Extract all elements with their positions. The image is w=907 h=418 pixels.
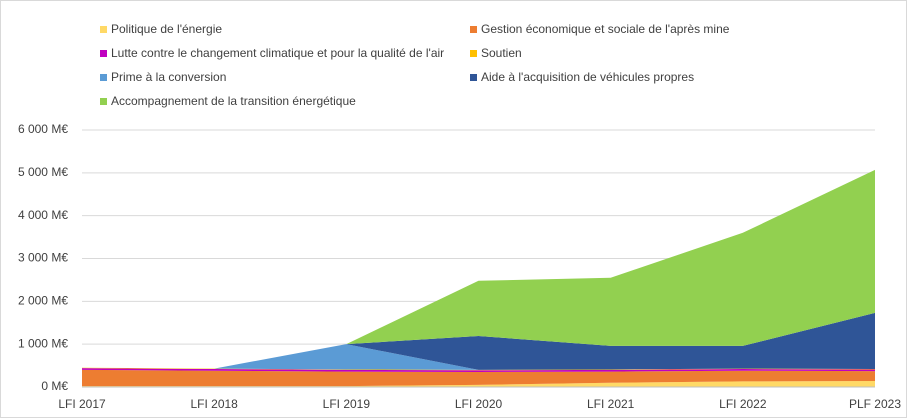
x-tick-label: LFI 2019 <box>323 397 371 411</box>
area <box>82 344 875 370</box>
legend-label: Accompagnement de la transition énergéti… <box>111 94 356 108</box>
x-tick-label: LFI 2018 <box>190 397 238 411</box>
y-tick-label: 6 000 M€ <box>18 122 68 136</box>
y-tick-label: 3 000 M€ <box>18 251 68 265</box>
area <box>82 312 875 370</box>
y-tick-label: 1 000 M€ <box>18 336 68 350</box>
legend-label: Aide à l'acquisition de véhicules propre… <box>481 70 694 84</box>
x-tick-label: LFI 2021 <box>587 397 635 411</box>
legend-label: Politique de l'énergie <box>111 22 222 36</box>
legend-swatch <box>470 26 477 33</box>
legend-label: Soutien <box>481 46 522 60</box>
area <box>82 367 875 371</box>
area <box>82 169 875 369</box>
legend-label: Lutte contre le changement climatique et… <box>111 46 444 60</box>
legend-swatch <box>470 50 477 57</box>
legend-swatch <box>100 98 107 105</box>
y-tick-label: 2 000 M€ <box>18 294 68 308</box>
area <box>82 368 875 373</box>
legend-swatch <box>100 26 107 33</box>
x-tick-label: PLF 2023 <box>849 397 901 411</box>
x-tick-label: LFI 2022 <box>719 397 767 411</box>
legend-label: Prime à la conversion <box>111 70 226 84</box>
legend-label: Gestion économique et sociale de l'après… <box>481 22 730 36</box>
y-tick-label: 0 M€ <box>41 379 68 393</box>
legend-swatch <box>100 74 107 81</box>
y-tick-label: 4 000 M€ <box>18 208 68 222</box>
x-tick-label: LFI 2017 <box>58 397 106 411</box>
y-tick-label: 5 000 M€ <box>18 165 68 179</box>
legend-swatch <box>100 50 107 57</box>
legend-swatch <box>470 74 477 81</box>
area <box>82 369 875 387</box>
area <box>82 381 875 387</box>
x-tick-label: LFI 2020 <box>455 397 503 411</box>
